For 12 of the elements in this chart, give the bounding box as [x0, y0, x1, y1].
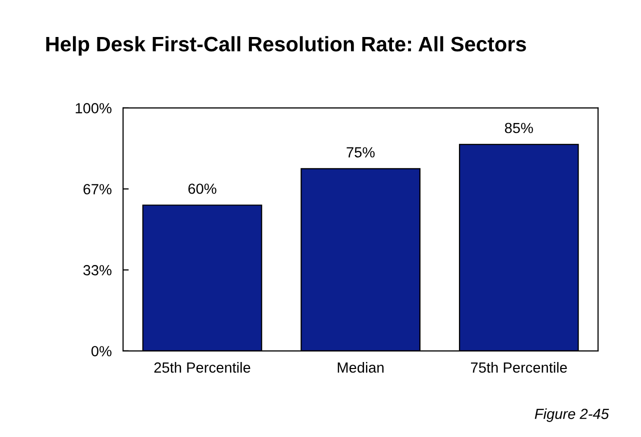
y-tick-label: 33%	[83, 265, 112, 276]
caption: Figure 2-45	[534, 408, 609, 422]
y-tick-label: 0%	[91, 346, 112, 356]
data-label: 75%	[346, 147, 375, 158]
y-tick-label: 67%	[84, 184, 112, 194]
y-tick-label: 100%	[76, 103, 112, 114]
x-tick-label: 25th Percentile	[154, 362, 250, 373]
chart-title: Help Desk First-Call Resolution Rate: All Sectors	[46, 36, 526, 56]
x-tick-label: 75th Percentile	[471, 362, 567, 373]
data-label: 85%	[504, 122, 533, 134]
data-label: 60%	[188, 184, 216, 194]
x-tick-label: Median	[338, 362, 384, 373]
